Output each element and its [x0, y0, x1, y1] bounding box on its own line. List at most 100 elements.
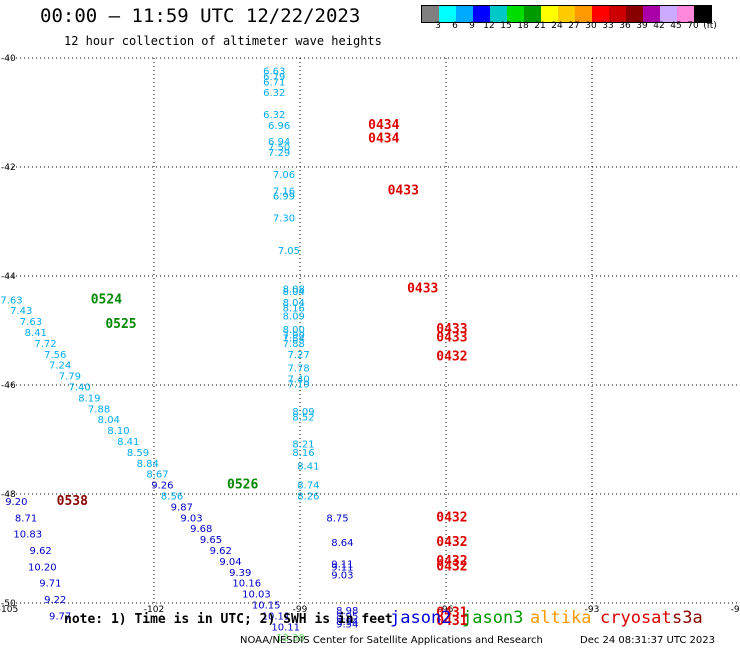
footer-credit: NOAA/NESDIS Center for Satellite Applica… — [240, 635, 543, 646]
color-swatch — [592, 6, 609, 22]
wave-height-label: 7.78 — [287, 363, 309, 374]
wave-height-label: 8.16 — [283, 303, 305, 314]
wave-height-label: 6.99 — [273, 192, 295, 203]
wave-height-label: 8.21 — [292, 440, 314, 451]
color-swatch — [575, 6, 592, 22]
color-swatch — [490, 6, 507, 22]
color-swatch — [660, 6, 677, 22]
x-tick-label: -105 — [0, 605, 18, 615]
wave-height-label: 9.39 — [229, 568, 251, 579]
wave-height-label: 6.63 — [263, 66, 285, 77]
wave-height-label: 7.24 — [49, 361, 71, 372]
wave-height-label: 7.50 — [268, 143, 290, 154]
wave-height-label: 9.62 — [210, 546, 232, 557]
x-tick-label: -99 — [293, 605, 308, 615]
wave-height-label: 7.40 — [68, 382, 90, 393]
wave-height-label: 8.04 — [98, 415, 120, 426]
color-scale-label: 24 — [551, 21, 563, 31]
wave-height-label: 8.04 — [283, 287, 305, 298]
wave-height-label: 8.52 — [292, 412, 314, 423]
color-scale-label: 9 — [469, 21, 475, 31]
pass-time-marker: 0525 — [105, 317, 136, 332]
color-scale-label: 3 — [435, 21, 441, 31]
color-swatch — [643, 6, 660, 22]
wave-height-label: 8.41 — [25, 328, 47, 339]
wave-height-label: 7.72 — [34, 339, 56, 350]
color-swatch — [609, 6, 626, 22]
wave-height-label: 9.68 — [190, 524, 212, 535]
color-swatch — [694, 6, 711, 22]
wave-height-label: 9.77 — [49, 611, 71, 622]
color-scale-label: 27 — [568, 21, 580, 31]
wave-height-label: 7.40 — [287, 374, 309, 385]
wave-height-label: 8.71 — [15, 513, 37, 524]
legend-item-altika: altika — [530, 608, 591, 628]
color-swatch — [626, 6, 643, 22]
footnote: note: 1) Time is in UTC; 2) SWH is in fe… — [64, 612, 393, 627]
color-scale-label: 42 — [653, 21, 665, 31]
pass-time-marker: 0524 — [91, 292, 122, 307]
color-scale-label: 18 — [517, 21, 529, 31]
pass-time-marker: 0433 — [407, 281, 438, 296]
legend-label-cryosat: cryosat — [600, 608, 672, 628]
wave-height-label: 8.26 — [297, 491, 319, 502]
wave-height-label: 10.03 — [242, 590, 271, 601]
color-scale-label: 30 — [585, 21, 597, 31]
wave-height-label: 7.16 — [273, 186, 295, 197]
wave-height-label: 6.32 — [263, 110, 285, 121]
wave-height-label: 10.15 — [252, 600, 281, 611]
pass-time-marker: 0434 — [368, 118, 399, 133]
wave-height-label: 9.54 — [336, 620, 358, 631]
wave-height-label: 9.11 — [331, 560, 353, 571]
x-tick-label: -90 — [731, 605, 740, 615]
legend-label-altika: altika — [530, 608, 592, 628]
wave-height-label: 9.03 — [331, 570, 353, 581]
wave-height-label: 9.26 — [151, 481, 173, 492]
wave-height-label: 7.56 — [44, 350, 66, 361]
legend-item-s3a: s3a — [672, 608, 703, 628]
wave-height-label: 8.08 — [283, 284, 305, 295]
wave-height-label: 7.27 — [287, 350, 309, 361]
pass-time-marker: 0432 — [436, 510, 467, 525]
y-tick-label: -42 — [1, 163, 16, 173]
wave-height-label: 10.20 — [28, 562, 57, 573]
wave-height-label: 8.09 — [292, 407, 314, 418]
legend-label-jason2: jason2 — [390, 608, 452, 628]
wave-height-label: 7.90 — [283, 331, 305, 342]
legend-item-jason3: jason3 — [462, 608, 523, 628]
color-swatch — [524, 6, 541, 22]
color-scale-label: 36 — [619, 21, 631, 31]
wave-height-label: 8.41 — [297, 461, 319, 472]
wave-height-label: 7.84 — [283, 333, 305, 344]
color-scale-label: 33 — [602, 21, 614, 31]
color-scale-labels: 3 6 9 12 15 18 21 24 27 30 33 36 39 42 45 70 (ft) — [421, 21, 740, 33]
wave-height-label: 8.95 — [336, 611, 358, 622]
legend-item-jason2: jason2 — [390, 608, 451, 628]
legend-item-cryosat: cryosat — [600, 608, 672, 628]
x-tick-label: -102 — [144, 605, 164, 615]
wave-height-label: 9.04 — [219, 557, 241, 568]
color-scale-bar — [421, 5, 712, 23]
color-swatch — [473, 6, 490, 22]
wave-height-label: 10.83 — [13, 530, 42, 541]
color-swatch — [422, 6, 439, 22]
wave-height-label: 10.16 — [232, 579, 261, 590]
color-scale-label: 15 — [500, 21, 512, 31]
footer-timestamp: Dec 24 08:31:37 UTC 2023 — [580, 635, 715, 646]
wave-height-label: 8.09 — [283, 312, 305, 323]
pass-time-marker: 0432 — [436, 535, 467, 550]
y-tick-label: -48 — [1, 490, 16, 500]
wave-height-label: 8.41 — [117, 437, 139, 448]
wave-height-label: 7.88 — [283, 339, 305, 350]
wave-height-label: 6.71 — [263, 77, 285, 88]
color-swatch — [439, 6, 456, 22]
pass-time-marker: 0538 — [57, 494, 88, 509]
page-subtitle: 12 hour collection of altimeter wave hei… — [64, 34, 382, 48]
wave-height-label: 8.94 — [336, 617, 358, 628]
x-tick-label: -96 — [439, 605, 454, 615]
pass-time-marker: 0432 — [436, 559, 467, 574]
color-scale-label: 21 — [534, 21, 546, 31]
pass-time-marker: 0433 — [436, 330, 467, 345]
